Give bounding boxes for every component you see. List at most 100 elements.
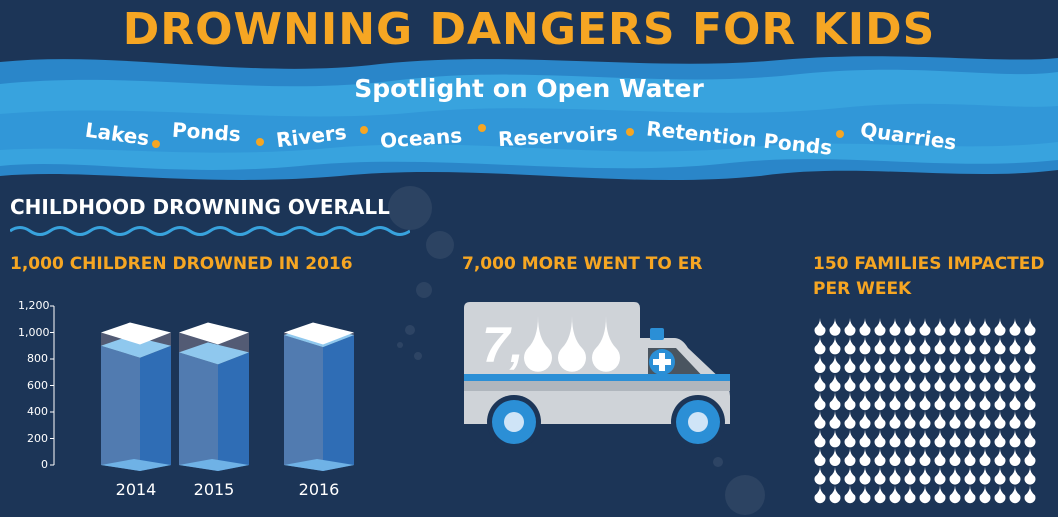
water-drop-icon (994, 485, 1006, 504)
water-drop-icon (1024, 355, 1036, 373)
water-drop-icon (919, 336, 931, 355)
water-drop-icon (844, 448, 856, 466)
water-drop-icon (814, 318, 826, 336)
water-drop-icon (524, 316, 552, 372)
water-drop-icon (889, 466, 901, 485)
water-drop-icon (844, 429, 856, 448)
y-tick-label: 1,200 (18, 299, 50, 312)
water-drop-icon (829, 466, 841, 485)
squiggle-divider (10, 226, 410, 236)
water-drop-icon (874, 485, 886, 504)
water-drop-icon (874, 466, 886, 485)
water-drop-icon (994, 318, 1006, 336)
water-drop-icon (874, 336, 886, 355)
stat-families-line1: 150 FAMILIES IMPACTED (813, 254, 1045, 274)
water-drop-icon (889, 392, 901, 411)
water-drop-icon (994, 429, 1006, 448)
water-drop-icon (844, 318, 856, 336)
water-drop-icon (1009, 355, 1021, 373)
stat-families-line2: PER WEEK (813, 279, 912, 299)
water-drop-icon (889, 429, 901, 448)
water-drop-icon (558, 316, 586, 372)
water-drop-icon (844, 411, 856, 429)
ambulance-number: 7, (482, 317, 524, 373)
water-drop-icon (949, 355, 961, 373)
water-drop-icon (1009, 411, 1021, 429)
water-drop-icon (1009, 429, 1021, 448)
water-drop-icon (919, 318, 931, 336)
water-drop-icon (964, 466, 976, 485)
water-drop-icon (829, 373, 841, 392)
water-drop-icon (874, 373, 886, 392)
water-drop-icon (874, 429, 886, 448)
water-drop-icon (949, 448, 961, 466)
water-drop-icon (904, 355, 916, 373)
water-drop-icon (934, 448, 946, 466)
water-drop-icon (814, 336, 826, 355)
water-drop-icon (874, 448, 886, 466)
water-drop-icon (919, 373, 931, 392)
water-drop-icon (859, 429, 871, 448)
stat-drowned: 1,000 CHILDREN DROWNED IN 2016 (10, 254, 353, 274)
water-drop-icon (934, 373, 946, 392)
water-drop-icon (889, 448, 901, 466)
water-drop-icon (1024, 373, 1036, 392)
water-drop-icon (1009, 373, 1021, 392)
ambulance-icon: 7, (464, 302, 730, 449)
wave-band (0, 56, 1058, 181)
y-tick-label: 600 (27, 378, 48, 392)
water-drop-icon (1009, 392, 1021, 411)
separator-dot (360, 126, 368, 134)
bar-2014 (101, 322, 171, 471)
water-drop-icon (979, 448, 991, 466)
x-tick-label: 2015 (193, 480, 235, 499)
bar-chart (50, 305, 354, 471)
water-drop-icon (919, 429, 931, 448)
water-drop-icon (814, 355, 826, 373)
water-drop-icon (814, 392, 826, 411)
water-drop-icon (934, 411, 946, 429)
separator-dot (152, 140, 160, 148)
water-drop-icon (964, 448, 976, 466)
water-drop-icon (949, 318, 961, 336)
y-tick-label: 800 (27, 352, 48, 365)
water-drop-icon (979, 355, 991, 373)
water-drop-icon (904, 373, 916, 392)
water-drop-icon (859, 411, 871, 429)
water-drop-icon (949, 392, 961, 411)
separator-dot (256, 138, 264, 146)
water-drop-icon (889, 355, 901, 373)
water-drop-icon (949, 429, 961, 448)
water-drop-icon (979, 429, 991, 448)
water-drop-icon (949, 411, 961, 429)
water-drop-icon (844, 336, 856, 355)
water-drop-icon (814, 485, 826, 504)
water-drop-icon (1009, 318, 1021, 336)
water-drop-icon (904, 411, 916, 429)
water-drop-icon (919, 466, 931, 485)
water-drop-icon (949, 336, 961, 355)
water-drop-icon (859, 336, 871, 355)
page-title: DROWNING DANGERS FOR KIDS (122, 4, 936, 55)
water-drop-icon (859, 355, 871, 373)
water-drop-icon (934, 485, 946, 504)
water-drop-icon (829, 318, 841, 336)
water-drop-icon (904, 392, 916, 411)
water-drop-icon (1024, 392, 1036, 411)
water-drop-icon (1024, 318, 1036, 336)
water-drop-icon (1024, 336, 1036, 355)
water-drop-icon (1009, 485, 1021, 504)
water-drop-icon (964, 373, 976, 392)
water-drop-icon (1024, 411, 1036, 429)
water-drop-icon (844, 392, 856, 411)
water-drop-icon (844, 466, 856, 485)
water-drop-icon (994, 373, 1006, 392)
water-drop-icon (829, 355, 841, 373)
water-drop-icon (919, 485, 931, 504)
section-title: CHILDHOOD DROWNING OVERALL (10, 195, 390, 219)
bar-2016 (284, 322, 354, 471)
families-drop-grid (814, 318, 1036, 504)
water-drop-icon (964, 429, 976, 448)
water-drop-icon (949, 485, 961, 504)
water-drop-icon (814, 429, 826, 448)
